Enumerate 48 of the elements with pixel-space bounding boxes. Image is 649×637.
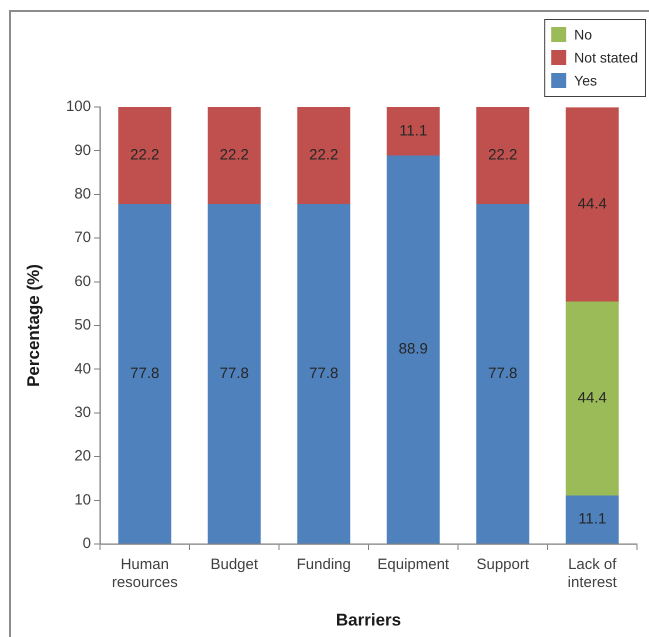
legend-label: No: [574, 26, 592, 42]
data-label: 77.8: [130, 364, 160, 382]
bar: [208, 107, 261, 204]
bar: [208, 204, 261, 544]
bar: [386, 107, 440, 156]
bar: [566, 495, 619, 544]
y-tick-label: 10: [74, 491, 91, 508]
y-tick-label: 0: [82, 535, 91, 552]
data-label: 22.2: [488, 146, 518, 164]
y-tick-label: 70: [74, 229, 91, 246]
bar: [386, 156, 440, 544]
data-label: 22.2: [130, 146, 160, 164]
y-tick-label: 40: [74, 360, 91, 378]
bar: [566, 107, 619, 302]
y-tick-label: 60: [74, 272, 91, 290]
x-tick-label: Human resources: [112, 556, 178, 592]
x-tick-label: Support: [476, 556, 530, 574]
bar: [476, 107, 530, 204]
bar: [118, 204, 172, 544]
y-tick-label: 20: [74, 448, 91, 465]
bar: [297, 107, 350, 204]
data-label: 22.2: [220, 146, 249, 164]
data-label: 44.4: [578, 196, 607, 213]
x-tick-label: Budget: [210, 556, 259, 574]
data-label: 22.2: [309, 146, 338, 164]
y-tick-label: 90: [74, 142, 91, 159]
legend-label: Yes: [574, 72, 598, 88]
y-tick-label: 100: [66, 98, 91, 116]
y-tick-label: 80: [74, 186, 91, 203]
bar: [297, 204, 350, 544]
x-tick-label: Lack of interest: [568, 556, 618, 592]
data-label: 44.4: [578, 390, 607, 407]
legend-label: Not stated: [574, 49, 638, 66]
y-tick-label: 50: [74, 316, 91, 334]
y-axis-title: Percentage (%): [24, 264, 43, 387]
bar: [566, 301, 619, 496]
bar: [476, 204, 530, 544]
x-tick-label: Equipment: [377, 556, 450, 574]
x-axis-title: Barriers: [336, 610, 402, 630]
data-label: 11.1: [399, 122, 428, 140]
y-tick-label: 30: [74, 404, 91, 422]
data-label: 77.8: [220, 364, 249, 382]
data-label: 77.8: [309, 364, 338, 382]
data-label: 11.1: [578, 510, 606, 528]
bar: [118, 107, 172, 204]
x-tick-label: Funding: [296, 556, 351, 574]
data-label: 77.8: [488, 364, 518, 382]
data-label: 88.9: [398, 340, 428, 358]
